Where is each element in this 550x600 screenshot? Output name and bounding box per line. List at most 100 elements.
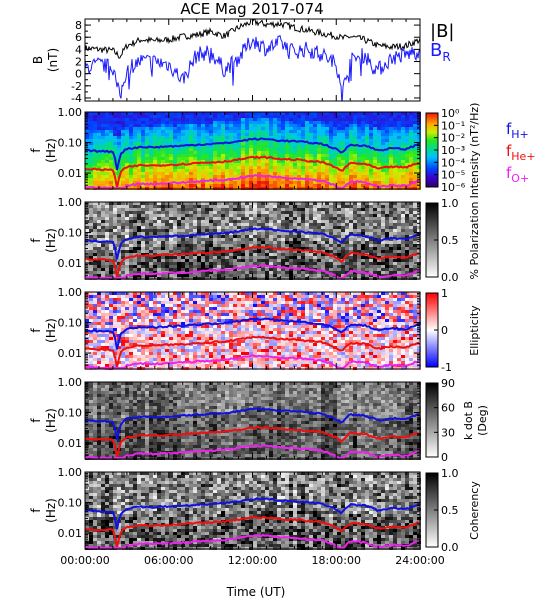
kdotb-ytick-label: 0.10 — [58, 407, 83, 420]
coherency-ylabel-unit: (Hz) — [44, 498, 58, 523]
b-ytick-label: -4 — [71, 92, 82, 105]
ellipticity-ytick-label: 0.01 — [58, 347, 83, 360]
ellipticity-gyro-lines — [84, 317, 420, 370]
b-ylabel: B — [31, 56, 45, 64]
coherency-gyro-lines — [84, 497, 420, 549]
fH-line — [84, 137, 420, 171]
intensity-cbar-tick-label: 10⁰ — [441, 107, 460, 120]
x-tick-label: 24:00:00 — [395, 554, 444, 567]
figure-title: ACE Mag 2017-074 — [180, 0, 323, 18]
legend-fH: fH+ — [506, 120, 529, 141]
ellipticity-cbar-tick-label: 0 — [441, 324, 448, 337]
intensity-ytick-label: 0.10 — [58, 137, 83, 150]
fH-line — [84, 227, 420, 260]
intensity-heatmap-cells — [85, 112, 421, 190]
kdotb-cbar-tick-label: 0 — [441, 451, 448, 464]
ellipticity-ytick-label: 0.10 — [58, 317, 83, 330]
panel-coherency: 1.00 0.10 0.01 00:00:00 06:00:00 12:00:00 18:0… — [29, 466, 481, 567]
intensity-cbar-tick-label: 10⁻⁶ — [441, 181, 466, 194]
fO-line — [84, 444, 420, 460]
kdotb-heatmap-cells — [85, 382, 421, 460]
panel-polarization: 1.00 0.10 0.01 f (Hz) 1.0 0.5 0.0 % Polarization — [29, 196, 481, 284]
fO-line — [84, 354, 420, 370]
polarization-ytick-label: 0.01 — [58, 257, 83, 270]
b-ytick-label: 8 — [75, 19, 82, 32]
kdotb-cbar-tick-label: 30 — [441, 426, 455, 439]
panel-intensity: 1.00 0.10 0.01 f (Hz) 10⁰10⁻¹10⁻²10⁻³10⁻⁴10⁻⁵… — [29, 103, 536, 199]
legend-br: BR — [430, 40, 451, 64]
coherency-cbar-label: Coherency — [468, 481, 481, 540]
polarization-ytick-label: 1.00 — [58, 196, 83, 209]
kdotb-ylabel-unit: (Hz) — [44, 408, 58, 433]
intensity-ylabel: f — [29, 148, 43, 153]
intensity-ylabel-unit: (Hz) — [44, 138, 58, 163]
b-ytick-label: -2 — [71, 80, 82, 93]
b-ylabel-unit: (nT) — [46, 48, 60, 72]
polarization-cbar-tick-label: 0.0 — [441, 271, 459, 284]
polarization-ylabel-unit: (Hz) — [44, 228, 58, 253]
fHe-line — [84, 515, 420, 548]
intensity-cbar-tick-label: 10⁻⁵ — [441, 169, 465, 182]
b-ytick-label: 4 — [75, 43, 82, 56]
kdotb-gyro-lines — [84, 407, 420, 460]
fH-line — [84, 407, 420, 441]
legend-fHe: fHe+ — [506, 142, 536, 163]
ellipticity-cbar-tick-label: 1 — [441, 287, 448, 300]
intensity-cbar-tick-label: 10⁻⁴ — [441, 156, 466, 169]
kdotb-cbar-tick-label: 60 — [441, 402, 455, 415]
legend-bmag: |B| — [430, 21, 454, 42]
fO-line — [84, 533, 419, 549]
x-tick-label: 00:00:00 — [60, 554, 109, 567]
fHe-line — [84, 335, 420, 368]
polarization-ylabel: f — [29, 238, 43, 243]
kdotb-ytick-label: 0.01 — [58, 437, 83, 450]
coherency-ytick-label: 0.01 — [58, 527, 83, 540]
ellipticity-ylabel-unit: (Hz) — [44, 318, 58, 343]
fO-line — [84, 174, 420, 190]
b-ytick-label: 2 — [75, 56, 82, 69]
b-ytick-label: 0 — [75, 68, 82, 81]
x-tick-label: 18:00:00 — [312, 554, 361, 567]
kdotb-ylabel: f — [29, 418, 43, 423]
coherency-ytick-label: 0.10 — [58, 497, 83, 510]
kdotb-cbar-tick-label: 90 — [441, 377, 455, 390]
polarization-gyro-lines — [84, 227, 420, 280]
polarization-cbar-label: % Polarization — [468, 202, 481, 280]
br-line — [85, 34, 420, 101]
panel-kdotb: 1.00 0.10 0.01 f (Hz) 90 60 30 0 k dot B (Deg) — [29, 376, 489, 464]
polarization-heatmap-cells — [85, 202, 421, 280]
coherency-ylabel: f — [29, 508, 43, 513]
kdotb-cbar-label-unit: (Deg) — [476, 405, 489, 436]
coherency-ytick-label: 1.00 — [58, 466, 83, 479]
ellipticity-cbar-tick-label: -1 — [441, 361, 452, 374]
fHe-line — [84, 245, 420, 278]
polarization-cbar-tick-label: 0.5 — [441, 234, 459, 247]
polarization-cbar-tick-label: 1.0 — [441, 197, 459, 210]
intensity-cbar-tick-label: 10⁻¹ — [441, 119, 465, 132]
intensity-cbar-label: Intensity (nT²/Hz) — [468, 103, 481, 199]
intensity-cbar-tick-label: 10⁻³ — [441, 144, 465, 157]
b-ytick-label: 6 — [75, 31, 82, 44]
legend-fO: fO+ — [506, 164, 529, 185]
kdotb-cbar-label: k dot B — [462, 401, 475, 440]
x-tick-label: 12:00:00 — [228, 554, 277, 567]
ellipticity-ylabel: f — [29, 328, 43, 333]
panel-ellipticity: 1.00 0.10 0.01 f (Hz) 1 0 -1 Ellipticity — [29, 286, 481, 374]
polarization-ytick-label: 0.10 — [58, 227, 83, 240]
intensity-ytick-label: 0.01 — [58, 167, 83, 180]
intensity-ytick-label: 1.00 — [58, 106, 83, 119]
ellipticity-heatmap-cells — [85, 292, 421, 370]
fH-line — [84, 317, 420, 350]
coherency-cbar-tick-label: 1.0 — [441, 467, 459, 480]
intensity-gyro-lines — [84, 137, 420, 190]
ellipticity-cbar-label: Ellipticity — [468, 305, 481, 356]
fHe-line — [85, 155, 420, 189]
coherency-cbar-tick-label: 0.5 — [441, 504, 459, 517]
fHe-line — [84, 425, 420, 459]
coherency-cbar-tick-label: 0.0 — [441, 541, 459, 554]
fO-line — [84, 263, 420, 280]
intensity-cbar-tick-label: 10⁻² — [441, 132, 465, 145]
